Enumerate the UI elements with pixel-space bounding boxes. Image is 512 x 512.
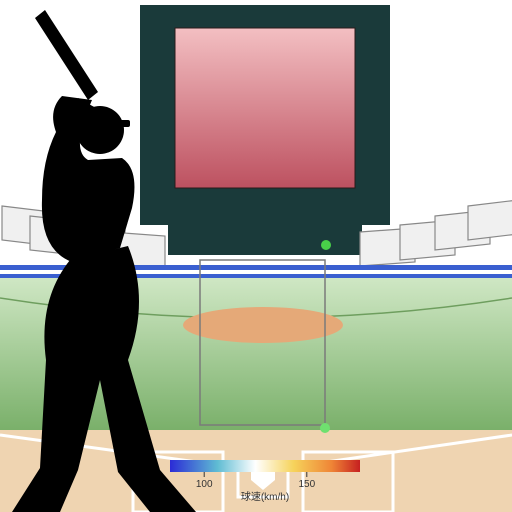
legend-label: 球速(km/h)	[241, 490, 289, 503]
pitchers-mound	[183, 307, 343, 343]
diagram-svg: 100 150 球速(km/h)	[0, 0, 512, 512]
pitch-dot	[321, 240, 331, 250]
scoreboard	[140, 5, 390, 255]
helmet-brim	[112, 120, 130, 127]
pitch-location-diagram: 100 150 球速(km/h)	[0, 0, 512, 512]
legend-tick-label: 100	[196, 479, 213, 490]
pitch-dot	[320, 423, 330, 433]
seat-block	[468, 200, 512, 240]
scoreboard-step	[168, 225, 362, 255]
legend-tick-label: 150	[298, 479, 315, 490]
legend-bar	[170, 460, 360, 472]
scoreboard-screen	[175, 28, 355, 188]
